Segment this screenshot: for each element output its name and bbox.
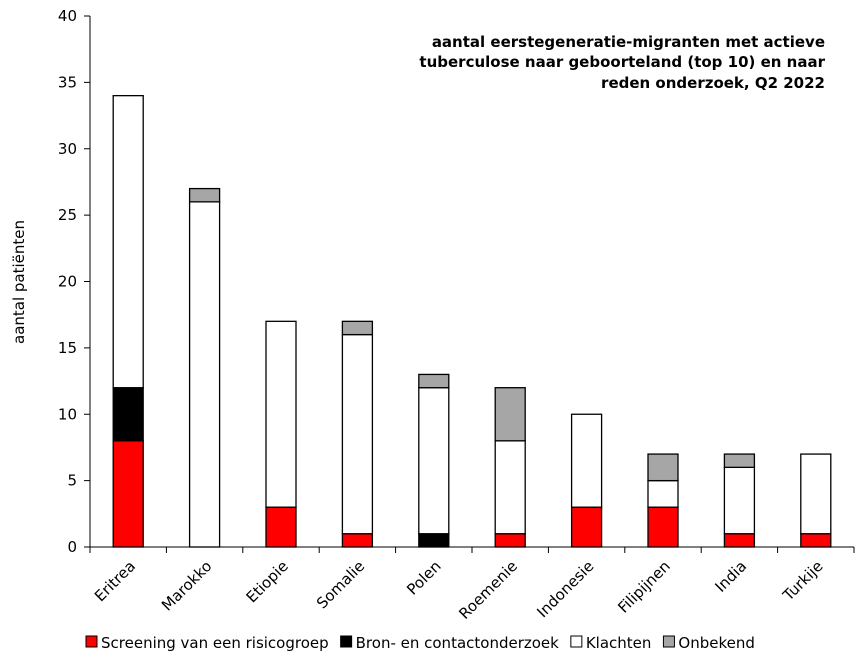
- legend-entry: Onbekend: [678, 634, 754, 652]
- bar-segment: [723, 453, 756, 469]
- bar-segment: [188, 201, 221, 548]
- bar-segment: [647, 479, 679, 508]
- x-ticks: Eritrea Marokko Etiopie Somalie Polen Roemeni…: [89, 547, 855, 623]
- chart-title: aantal eerstegeneratie-migranten met act…: [419, 33, 825, 92]
- bars-layer: [112, 95, 832, 548]
- bar-segment: [418, 533, 450, 548]
- legend-swatch: [85, 635, 98, 648]
- bar-segment: [723, 466, 756, 535]
- bar-segment: [494, 387, 526, 442]
- bar-segment: [418, 387, 450, 535]
- x-tick-label: Indonesie: [533, 557, 597, 621]
- y-tick-label: 30: [58, 140, 77, 158]
- bar-segment: [112, 387, 144, 442]
- x-tick-label: Filipijnen: [614, 557, 673, 616]
- bar-segment: [570, 413, 603, 508]
- bar-segment: [800, 453, 832, 535]
- y-axis-label: aantal patiënten: [10, 220, 28, 344]
- x-tick-label: Somalie: [313, 557, 368, 612]
- y-tick-label: 35: [58, 73, 77, 91]
- legend-entry: Screening van een risicogroep: [101, 634, 329, 652]
- y-tick-label: 40: [58, 7, 77, 25]
- bar-segment: [647, 453, 679, 482]
- bar-segment: [188, 187, 221, 203]
- bar-segment: [341, 320, 374, 336]
- bar-segment: [265, 506, 297, 548]
- y-ticks: 0 5 10 15 20 25 30 35 40: [58, 7, 90, 556]
- x-tick-label: Turkije: [779, 557, 827, 605]
- chart-title-line-3: reden onderzoek, Q2 2022: [601, 74, 825, 92]
- y-tick-label: 0: [67, 538, 77, 556]
- bar-segment: [265, 320, 297, 508]
- y-tick-label: 15: [58, 339, 77, 357]
- bar-segment: [418, 373, 450, 389]
- bar-segment: [800, 533, 832, 548]
- bar-segment: [723, 533, 756, 548]
- legend-swatch: [340, 635, 353, 648]
- bar-segment: [570, 506, 603, 548]
- y-tick-label: 10: [58, 405, 77, 423]
- y-tick-label: 20: [58, 273, 77, 291]
- y-tick-label: 25: [58, 206, 77, 224]
- x-tick-label: Roemenie: [455, 557, 521, 623]
- x-tick-label: Polen: [403, 557, 444, 598]
- bar-segment: [112, 95, 144, 389]
- bar-segment: [647, 506, 679, 548]
- chart-title-line-2: tuberculose naar geboorteland (top 10) e…: [419, 53, 825, 71]
- bar-segment: [341, 333, 374, 535]
- legend-entry: Klachten: [586, 634, 652, 652]
- legend: Screening van een risicogroep Bron- en co…: [85, 634, 755, 652]
- legend-entry: Bron- en contactonderzoek: [356, 634, 560, 652]
- plot-area: 0 5 10 15 20 25 30 35 40 Eritrea Marokko Etiopie So…: [58, 7, 855, 623]
- bar-segment: [112, 440, 144, 548]
- bar-segment: [341, 533, 374, 548]
- bar-segment: [494, 440, 526, 535]
- x-tick-label: Eritrea: [91, 557, 139, 605]
- bar-segment: [494, 533, 526, 548]
- legend-swatch: [570, 635, 583, 648]
- x-tick-label: India: [711, 557, 750, 596]
- x-tick-label: Etiopie: [243, 557, 292, 606]
- y-tick-label: 5: [67, 472, 77, 490]
- x-tick-label: Marokko: [158, 557, 215, 614]
- legend-swatch: [662, 635, 675, 648]
- chart-title-line-1: aantal eerstegeneratie-migranten met act…: [432, 33, 825, 51]
